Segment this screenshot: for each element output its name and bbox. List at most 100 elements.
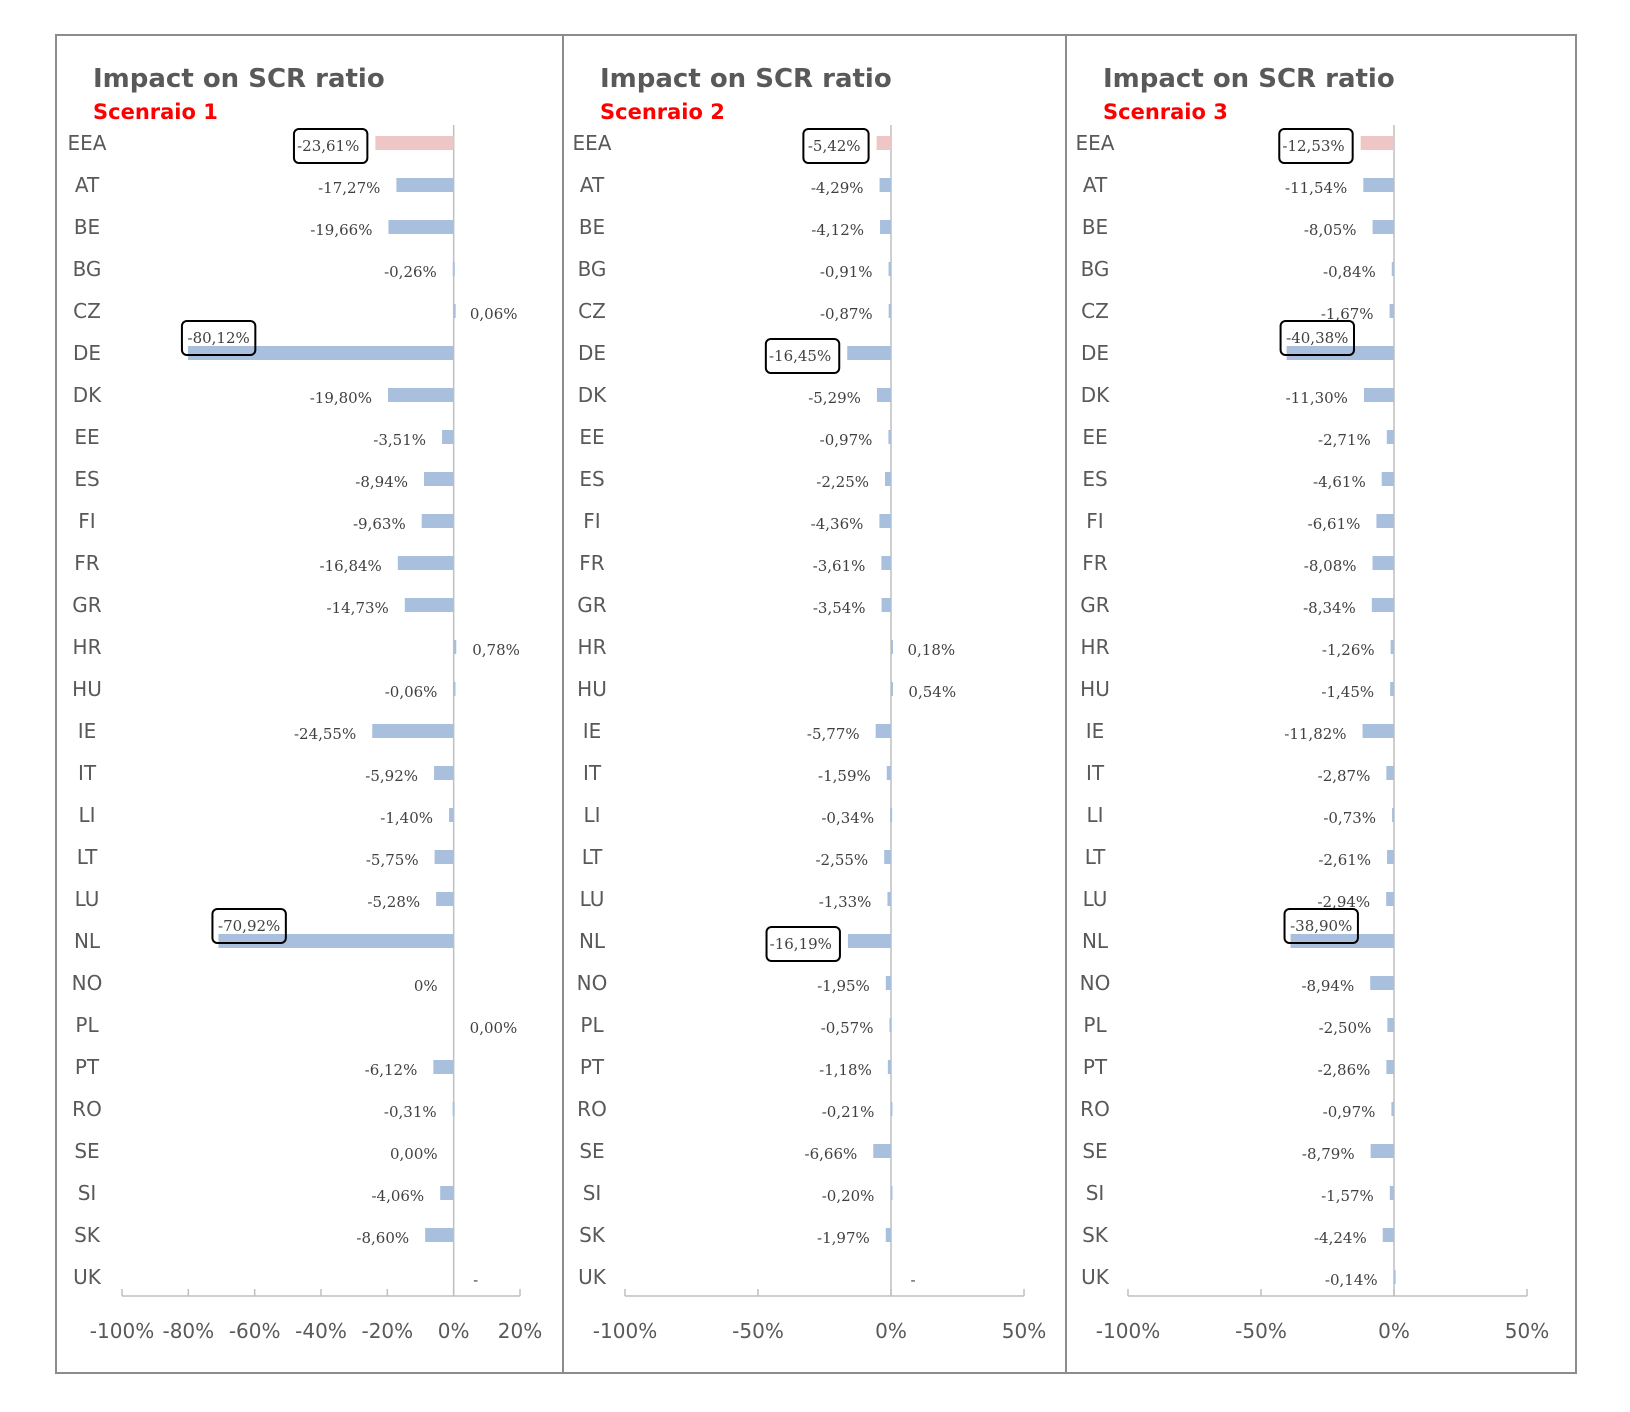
bar [1391, 1102, 1394, 1116]
category-label: IT [583, 761, 602, 785]
data-label: -1,26% [1322, 641, 1375, 659]
bar [887, 1060, 891, 1074]
x-tick-label: 0% [875, 1319, 907, 1343]
category-label: HR [1081, 635, 1110, 659]
bar [1360, 136, 1394, 150]
data-label: -19,66% [310, 221, 372, 239]
chart-title: Impact on SCR ratio [600, 64, 892, 94]
bar [1372, 556, 1394, 570]
category-label: HR [73, 635, 102, 659]
data-label: -0,21% [822, 1103, 875, 1121]
bar [885, 472, 891, 486]
data-label: - [473, 1271, 478, 1289]
category-label: DE [73, 341, 101, 365]
data-label: -5,42% [808, 137, 861, 155]
category-label: NL [1082, 929, 1109, 953]
category-label: SI [1086, 1181, 1105, 1205]
bar [876, 388, 891, 402]
bar [890, 1102, 893, 1116]
data-label: -0,14% [1325, 1271, 1378, 1289]
bar [890, 808, 893, 822]
category-label: DE [578, 341, 606, 365]
data-label: -8,94% [355, 473, 408, 491]
data-label: -80,12% [188, 329, 250, 347]
category-label: EE [1082, 425, 1107, 449]
data-label: -5,92% [365, 767, 418, 785]
bar [884, 850, 891, 864]
category-label: BG [578, 257, 607, 281]
data-label: -1,97% [817, 1229, 870, 1247]
category-label: AT [1083, 173, 1108, 197]
category-label: EEA [573, 131, 612, 155]
x-tick-label: -40% [295, 1319, 347, 1343]
category-label: NL [579, 929, 606, 953]
x-tick-label: -50% [732, 1319, 784, 1343]
data-label: -3,51% [373, 431, 426, 449]
data-label: -5,75% [366, 851, 419, 869]
bar [889, 1018, 892, 1032]
bar [1371, 598, 1394, 612]
bar [1362, 724, 1394, 738]
bar [847, 346, 891, 360]
data-label: -0,06% [385, 683, 438, 701]
bar [891, 682, 893, 696]
category-label: IE [1086, 719, 1105, 743]
category-label: IE [583, 719, 602, 743]
data-label: -8,79% [1302, 1145, 1355, 1163]
bar [1390, 640, 1394, 654]
label-highlight-box [180, 320, 257, 356]
panel-divider [1065, 34, 1067, 1374]
data-label: -19,80% [310, 389, 372, 407]
category-label: FR [579, 551, 605, 575]
bar [879, 514, 891, 528]
data-label: -2,86% [1318, 1061, 1371, 1079]
bar [880, 220, 891, 234]
bar [404, 598, 454, 612]
category-label: EE [579, 425, 604, 449]
bar [1381, 472, 1394, 486]
data-label: -0,31% [384, 1103, 437, 1121]
bar [434, 766, 454, 780]
data-label: -12,53% [1282, 137, 1344, 155]
category-label: LU [75, 887, 100, 911]
category-label: LT [582, 845, 603, 869]
category-label: FI [583, 509, 600, 533]
x-tick-label: -60% [229, 1319, 281, 1343]
category-label: DK [73, 383, 102, 407]
bar [1386, 892, 1394, 906]
bar [442, 430, 454, 444]
data-label: -0,73% [1323, 809, 1376, 827]
x-tick-label: -100% [90, 1319, 154, 1343]
data-label: -1,40% [380, 809, 433, 827]
bar [885, 976, 891, 990]
data-label: -5,28% [367, 893, 420, 911]
bar [387, 388, 454, 402]
data-label: 0,18% [907, 641, 955, 659]
chart-panel-scenario-2: Impact on SCR ratio Scenraio 2 -100% -50%… [564, 34, 1065, 1374]
data-label: - [910, 1271, 915, 1289]
bar [1370, 1144, 1394, 1158]
data-label: -2,94% [1317, 893, 1370, 911]
x-tick-label: -50% [1235, 1319, 1287, 1343]
chart-panel-scenario-1: Impact on SCR ratio Scenraio 1 -100% -80%… [57, 34, 562, 1374]
data-label: -0,26% [384, 263, 437, 281]
bar [1372, 220, 1394, 234]
data-label: -8,08% [1304, 557, 1357, 575]
category-label: PL [75, 1013, 99, 1037]
data-label: -2,71% [1318, 431, 1371, 449]
bar [1386, 430, 1394, 444]
bar [372, 724, 454, 738]
data-label: -11,82% [1284, 725, 1346, 743]
bar [1392, 808, 1395, 822]
label-highlight-box [765, 926, 841, 962]
bar [881, 556, 891, 570]
bar [388, 220, 454, 234]
category-label: EEA [1076, 131, 1115, 155]
bar [187, 346, 454, 360]
bar [888, 430, 891, 444]
category-label: DK [578, 383, 607, 407]
category-label: SI [78, 1181, 97, 1205]
category-label: SE [1082, 1139, 1107, 1163]
data-label: -2,61% [1318, 851, 1371, 869]
bar [885, 1228, 891, 1242]
